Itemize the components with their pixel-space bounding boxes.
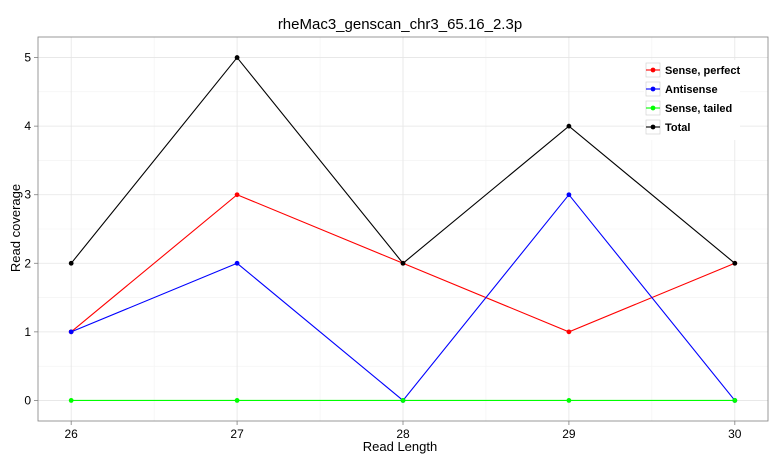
- data-point-sense-tailed: [68, 398, 74, 403]
- x-tick-label: 26: [65, 427, 79, 441]
- y-tick-label: 2: [24, 256, 31, 270]
- data-point-total: [68, 260, 74, 266]
- data-point-antisense: [234, 260, 240, 266]
- data-point-sense-perfect: [566, 329, 572, 335]
- legend-key-point: [650, 124, 656, 130]
- data-point-total: [400, 260, 406, 266]
- legend-key-point: [650, 67, 656, 73]
- legend-label: Total: [665, 122, 690, 134]
- x-tick-label: 29: [562, 427, 576, 441]
- legend: Sense, perfect Antisense Sense, tailed Tota…: [644, 60, 741, 140]
- y-tick-label: 4: [24, 119, 31, 133]
- x-tick-label: 30: [728, 427, 742, 441]
- y-tick-label: 5: [24, 51, 31, 65]
- data-point-antisense: [566, 192, 572, 198]
- data-point-sense-perfect: [234, 192, 240, 198]
- data-point-sense-tailed: [234, 398, 240, 403]
- x-axis-label: Read Length: [363, 439, 437, 454]
- y-axis-label: Read coverage: [8, 184, 23, 272]
- y-axis-ticks: 0 1 2 3 4 5: [24, 51, 38, 407]
- y-tick-label: 1: [24, 325, 31, 339]
- data-point-sense-tailed: [732, 398, 738, 403]
- data-point-sense-tailed: [400, 398, 406, 403]
- data-point-total: [234, 55, 240, 60]
- x-tick-label: 27: [230, 427, 244, 441]
- legend-label: Antisense: [665, 84, 718, 96]
- data-point-sense-tailed: [566, 398, 572, 403]
- series-points: [68, 55, 738, 403]
- y-tick-label: 3: [24, 188, 31, 202]
- data-point-total: [732, 260, 738, 266]
- y-tick-label: 0: [24, 393, 31, 407]
- chart-title: rheMac3_genscan_chr3_65.16_2.3p: [278, 16, 522, 33]
- legend-key-point: [650, 86, 656, 92]
- legend-label: Sense, tailed: [665, 103, 732, 115]
- data-point-antisense: [68, 329, 74, 335]
- data-point-total: [566, 123, 572, 129]
- legend-label: Sense, perfect: [665, 65, 741, 77]
- x-axis-ticks: 26 27 28 29 30: [65, 421, 742, 441]
- legend-key-point: [650, 105, 656, 111]
- x-tick-label: 28: [396, 427, 410, 441]
